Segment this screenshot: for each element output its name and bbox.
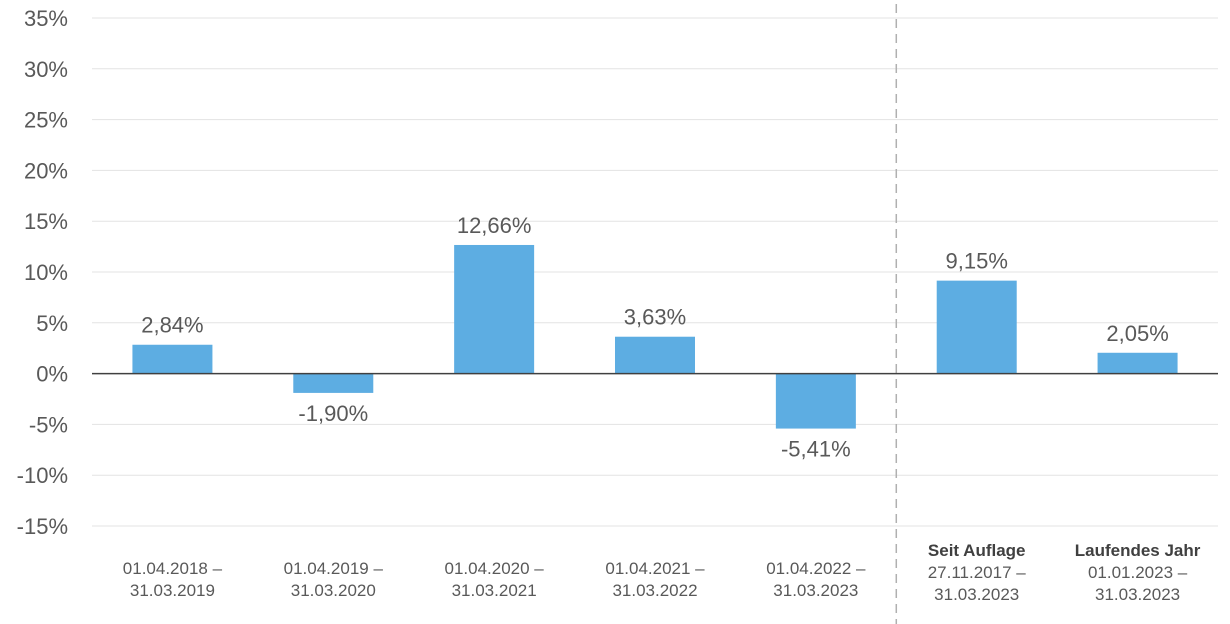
category-label: 01.04.2021 –	[605, 559, 705, 578]
category-label: Seit Auflage	[928, 541, 1026, 560]
category-label: 31.03.2019	[130, 581, 215, 600]
y-tick-label: 25%	[24, 108, 68, 133]
y-tick-label: -15%	[17, 514, 68, 539]
value-labels: 2,84% -1,90% 12,66% 3,63% -5,41% 9,15% 2,05%	[141, 213, 1169, 462]
category-label: 01.04.2020 –	[445, 559, 545, 578]
category-label: 01.04.2018 –	[123, 559, 223, 578]
y-tick-label: 20%	[24, 158, 68, 183]
y-tick-labels: 35% 30% 25% 20% 15% 10% 5% 0% -5% -10% -15%	[17, 6, 68, 539]
y-tick-label: -10%	[17, 463, 68, 488]
category-label: 01.01.2023 –	[1088, 563, 1188, 582]
y-tick-label: 10%	[24, 260, 68, 285]
category-label: 31.03.2023	[934, 585, 1019, 604]
data-label: 2,84%	[141, 313, 203, 338]
category-label: 27.11.2017 –	[928, 563, 1027, 582]
data-label: 2,05%	[1106, 321, 1168, 346]
category-label: 31.03.2021	[452, 581, 537, 600]
data-label: 12,66%	[457, 213, 532, 238]
bar	[936, 280, 1017, 374]
bar	[1097, 352, 1178, 374]
bar	[775, 373, 856, 429]
bar	[132, 344, 213, 374]
data-label: 3,63%	[624, 305, 686, 330]
y-tick-label: -5%	[29, 412, 68, 437]
bar	[454, 244, 535, 374]
category-labels: 01.04.2018 – 31.03.2019 01.04.2019 – 31.03.…	[123, 541, 1201, 604]
y-tick-label: 35%	[24, 6, 68, 31]
category-label: 31.03.2022	[612, 581, 697, 600]
category-label: 31.03.2023	[1095, 585, 1180, 604]
y-tick-label: 0%	[36, 362, 68, 387]
category-label: Laufendes Jahr	[1075, 541, 1201, 560]
data-label: 9,15%	[946, 249, 1008, 274]
grid-lines	[92, 17, 1218, 527]
bar	[293, 373, 374, 393]
y-tick-label: 15%	[24, 209, 68, 234]
y-tick-label: 5%	[36, 311, 68, 336]
category-label: 01.04.2019 –	[284, 559, 384, 578]
category-label: 31.03.2020	[291, 581, 376, 600]
data-label: -5,41%	[781, 437, 851, 462]
y-tick-label: 30%	[24, 57, 68, 82]
category-label: 31.03.2023	[773, 581, 858, 600]
bars	[132, 244, 1178, 429]
data-label: -1,90%	[298, 401, 368, 426]
category-label: 01.04.2022 –	[766, 559, 866, 578]
bar	[615, 336, 695, 374]
